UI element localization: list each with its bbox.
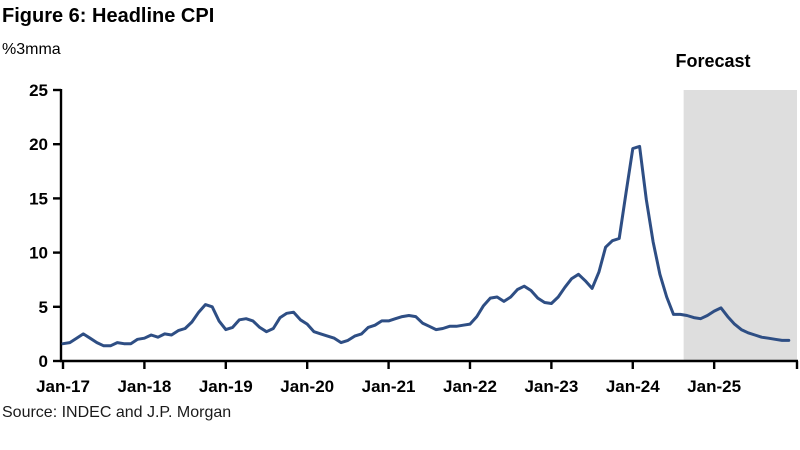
x-axis-ticks — [61, 361, 799, 369]
x-tick-label-Jan-24: Jan-24 — [606, 377, 660, 396]
y-axis-units-label: %3mma — [2, 41, 61, 58]
x-tick-label-Jan-17: Jan-17 — [36, 377, 90, 396]
x-tick-label-Jan-22: Jan-22 — [443, 377, 497, 396]
y-tick-label-5: 5 — [39, 298, 48, 317]
x-tick-label-Jan-18: Jan-18 — [117, 377, 171, 396]
x-tick-label-Jan-19: Jan-19 — [199, 377, 253, 396]
forecast-shaded-region — [683, 90, 797, 361]
forecast-label: Forecast — [675, 51, 751, 71]
x-tick-label-Jan-21: Jan-21 — [362, 377, 416, 396]
figure-title: Figure 6: Headline CPI — [2, 5, 215, 27]
x-tick-label-Jan-25: Jan-25 — [687, 377, 741, 396]
source-note: Source: INDEC and J.P. Morgan — [2, 404, 232, 421]
y-tick-label-0: 0 — [39, 352, 48, 371]
x-tick-label-Jan-20: Jan-20 — [280, 377, 334, 396]
x-axis-tick-labels: Jan-17 Jan-18 Jan-19 Jan-20 Jan-21 Jan-22 Jan-… — [36, 377, 741, 396]
y-tick-label-25: 25 — [29, 81, 48, 100]
y-axis-ticks — [53, 88, 61, 363]
headline-cpi-line-series — [61, 144, 791, 348]
y-tick-label-15: 15 — [29, 189, 48, 208]
x-tick-label-Jan-23: Jan-23 — [524, 377, 578, 396]
y-tick-label-10: 10 — [29, 244, 48, 263]
y-axis-tick-labels: 0 5 10 15 20 25 — [29, 81, 48, 371]
y-tick-label-20: 20 — [29, 135, 48, 154]
